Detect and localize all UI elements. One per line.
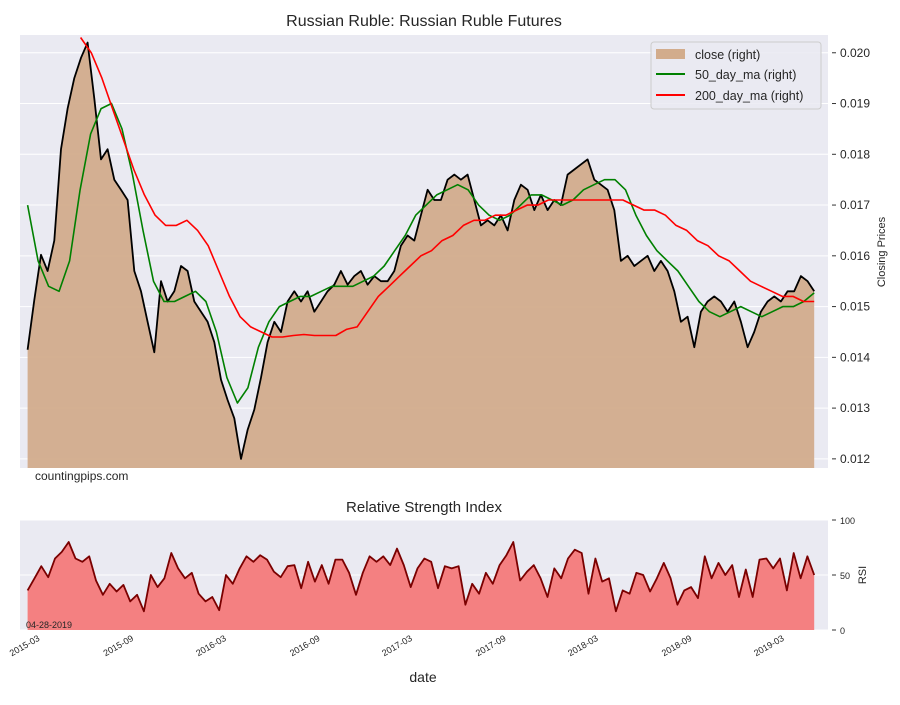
x-tick-label: 2017-09 [474,633,508,658]
watermark-text: countingpips.com [35,469,128,483]
legend-swatch-close [656,49,685,59]
rsi-y-axis-label: RSI [857,566,869,584]
price-y-tick-label: 0.012 [840,452,870,466]
price-y-tick-label: 0.017 [840,198,870,212]
x-tick-label: 2016-03 [194,633,228,658]
price-y-axis: 0.012 0.013 0.014 0.015 0.016 0.017 0.018 0.019… [832,46,870,466]
price-y-tick-label: 0.014 [840,350,870,364]
price-y-tick-label: 0.013 [840,401,870,415]
x-tick-label: 2017-03 [380,633,414,658]
rsi-line [26,541,816,613]
rsi-y-tick-label: 100 [840,516,855,526]
price-y-axis-label: Closing Prices [876,216,888,287]
price-y-tick-label: 0.019 [840,97,870,111]
close-line [26,41,815,460]
rsi-y-tick-label: 50 [840,571,850,581]
legend-label-200-day-ma: 200_day_ma (right) [695,89,803,103]
x-tick-label: 2018-03 [566,633,600,658]
x-tick-label: 2019-03 [752,633,786,658]
last-date-annotation: 04-28-2019 [26,620,72,630]
price-y-tick-label: 0.020 [840,46,870,60]
50-day-ma-line [26,102,815,404]
x-tick-label: 2016-09 [288,633,322,658]
x-tick-label: 2015-09 [102,633,136,658]
price-y-tick-label: 0.015 [840,300,870,314]
chart-title: Russian Ruble: Russian Ruble Futures [286,13,562,30]
rsi-title: Relative Strength Index [346,499,502,516]
price-series [26,37,815,468]
rsi-y-tick-label: 0 [840,626,845,636]
legend-label-50-day-ma: 50_day_ma (right) [695,68,796,82]
x-axis-label: date [409,669,436,685]
price-y-tick-label: 0.018 [840,147,870,161]
price-y-tick-label: 0.016 [840,249,870,263]
legend: close (right) 50_day_ma (right) 200_day_… [650,41,822,110]
rsi-series [26,541,816,630]
legend-label-close: close (right) [695,48,760,62]
rsi-y-axis: 0 50 100 [832,516,855,636]
200-day-ma-line [79,37,815,338]
x-tick-label: 2018-09 [660,633,694,658]
x-tick-label: 2015-03 [8,633,42,658]
date-x-axis: 2015-03 2015-09 2016-03 2016-09 2017-03 2017-… [8,633,786,658]
